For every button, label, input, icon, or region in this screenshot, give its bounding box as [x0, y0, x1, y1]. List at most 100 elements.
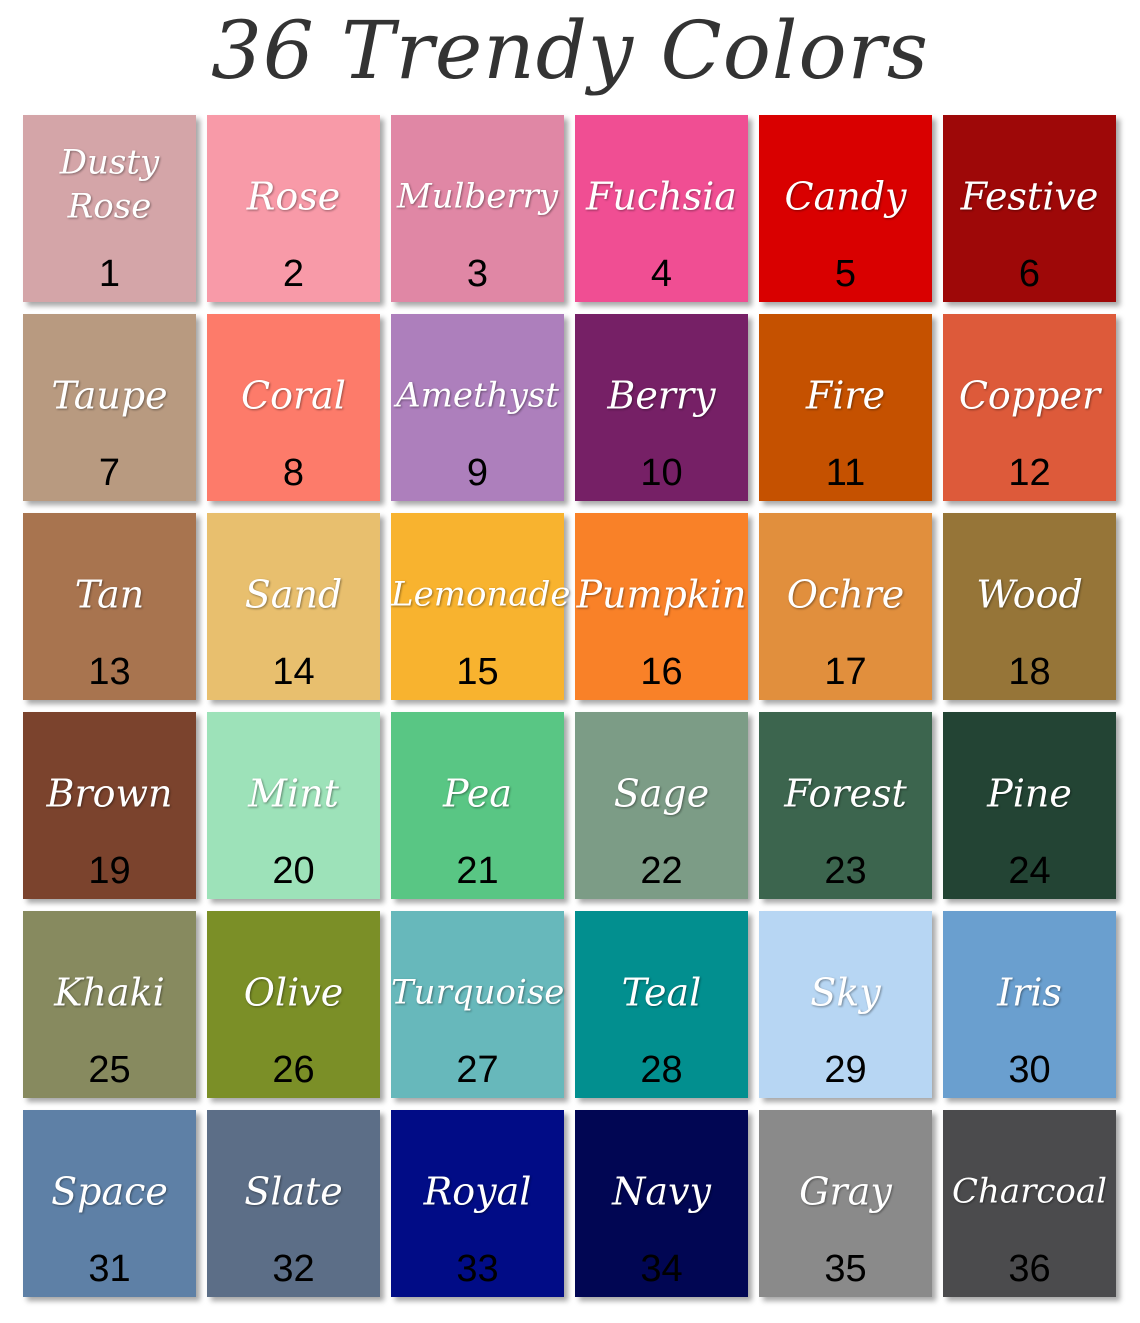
swatch-number: 11 [825, 452, 866, 494]
swatch-name: Mulberry [396, 176, 559, 217]
swatch-number: 12 [1008, 452, 1051, 494]
swatch-name: Forest [784, 771, 907, 816]
swatch-name: Coral [241, 373, 346, 418]
color-swatch: Brown 19 [23, 712, 196, 899]
swatch-name: Turquoise [391, 972, 565, 1013]
page-title: 36 Trendy Colors [211, 4, 929, 97]
color-swatch: Pumpkin 16 [575, 513, 748, 700]
color-swatch: Amethyst 9 [391, 314, 564, 501]
swatch-number: 30 [1008, 1049, 1051, 1091]
swatch-number: 1 [98, 253, 121, 295]
color-swatch: Wood 18 [943, 513, 1116, 700]
color-swatch: Rose 2 [207, 115, 380, 302]
color-swatch: Olive 26 [207, 911, 380, 1098]
swatch-number: 28 [640, 1049, 683, 1091]
swatch-name: Navy [612, 1169, 711, 1214]
swatch-number: 21 [456, 850, 499, 892]
swatch-name: Dusty Rose [59, 141, 160, 226]
swatch-number: 10 [640, 452, 683, 494]
swatch-name: Festive [960, 174, 1099, 219]
swatch-name: Royal [423, 1169, 532, 1214]
color-swatch: Slate 32 [207, 1110, 380, 1297]
swatch-name: Tan [74, 572, 145, 617]
color-swatch: Ochre 17 [759, 513, 932, 700]
swatch-name: Teal [621, 970, 702, 1015]
color-swatch: Sand 14 [207, 513, 380, 700]
color-swatch: Fuchsia 4 [575, 115, 748, 302]
swatch-name: Pine [987, 771, 1072, 816]
color-swatch: Royal 33 [391, 1110, 564, 1297]
swatch-number: 14 [272, 651, 315, 693]
swatch-name: Space [51, 1169, 168, 1214]
color-swatch: Mulberry 3 [391, 115, 564, 302]
color-swatch: Pine 24 [943, 712, 1116, 899]
swatch-name: Candy [784, 174, 907, 219]
color-swatch: Lemonade 15 [391, 513, 570, 700]
color-swatch: Taupe 7 [23, 314, 196, 501]
color-swatch: Sky 29 [759, 911, 932, 1098]
color-swatch: Copper 12 [943, 314, 1116, 501]
swatch-name: Amethyst [396, 375, 559, 416]
color-swatch: Sage 22 [575, 712, 748, 899]
swatch-name: Ochre [786, 572, 905, 617]
swatch-number: 25 [88, 1049, 131, 1091]
swatch-name: Pumpkin [576, 572, 747, 617]
swatch-name: Sage [613, 771, 710, 816]
swatch-name: Slate [244, 1169, 343, 1214]
swatch-number: 9 [466, 452, 489, 494]
swatch-name: Olive [243, 970, 344, 1015]
color-swatch: Tan 13 [23, 513, 196, 700]
swatch-number: 22 [640, 850, 683, 892]
swatch-number: 18 [1008, 651, 1051, 693]
swatch-name: Sand [244, 572, 343, 617]
swatch-name: Fuchsia [586, 174, 737, 219]
swatch-number: 35 [824, 1248, 867, 1290]
swatch-name: Iris [997, 970, 1062, 1015]
swatch-number: 24 [1008, 850, 1051, 892]
color-swatch: Festive 6 [943, 115, 1116, 302]
swatch-number: 4 [650, 253, 673, 295]
swatch-number: 6 [1018, 253, 1041, 295]
swatch-name: Brown [46, 771, 173, 816]
swatch-number: 3 [466, 253, 489, 295]
swatch-number: 29 [824, 1049, 867, 1091]
swatch-number: 5 [834, 253, 857, 295]
color-swatch: Navy 34 [575, 1110, 748, 1297]
swatch-number: 34 [640, 1248, 683, 1290]
swatch-name: Wood [976, 572, 1083, 617]
swatch-number: 20 [272, 850, 315, 892]
color-swatch: Teal 28 [575, 911, 748, 1098]
swatch-number: 26 [272, 1049, 315, 1091]
swatch-name: Khaki [54, 970, 165, 1015]
color-swatch: Space 31 [23, 1110, 196, 1297]
color-swatch: Turquoise 27 [391, 911, 564, 1098]
swatch-number: 23 [824, 850, 867, 892]
swatch-name: Gray [799, 1169, 892, 1214]
color-swatch: Forest 23 [759, 712, 932, 899]
swatch-number: 15 [456, 651, 499, 693]
swatch-name: Copper [958, 373, 1101, 418]
swatch-number: 7 [98, 452, 121, 494]
color-swatch: Iris 30 [943, 911, 1116, 1098]
swatch-name: Fire [805, 373, 886, 418]
swatch-name: Taupe [51, 373, 168, 418]
swatch-name: Charcoal [951, 1171, 1108, 1212]
swatch-number: 13 [88, 651, 131, 693]
color-swatch: Pea 21 [391, 712, 564, 899]
color-swatch: Berry 10 [575, 314, 748, 501]
swatch-number: 8 [282, 452, 305, 494]
color-swatch: Charcoal 36 [943, 1110, 1116, 1297]
color-swatch: Dusty Rose 1 [23, 115, 196, 302]
swatch-number: 36 [1008, 1248, 1051, 1290]
swatch-number: 31 [88, 1248, 131, 1290]
swatch-number: 27 [456, 1049, 499, 1091]
color-swatch: Mint 20 [207, 712, 380, 899]
swatch-name: Sky [810, 970, 881, 1015]
swatch-number: 32 [272, 1248, 315, 1290]
color-swatch: Candy 5 [759, 115, 932, 302]
swatch-name: Pea [442, 771, 512, 816]
swatch-number: 2 [282, 253, 305, 295]
color-swatch: Coral 8 [207, 314, 380, 501]
swatch-number: 16 [640, 651, 683, 693]
swatch-name: Rose [246, 174, 341, 219]
